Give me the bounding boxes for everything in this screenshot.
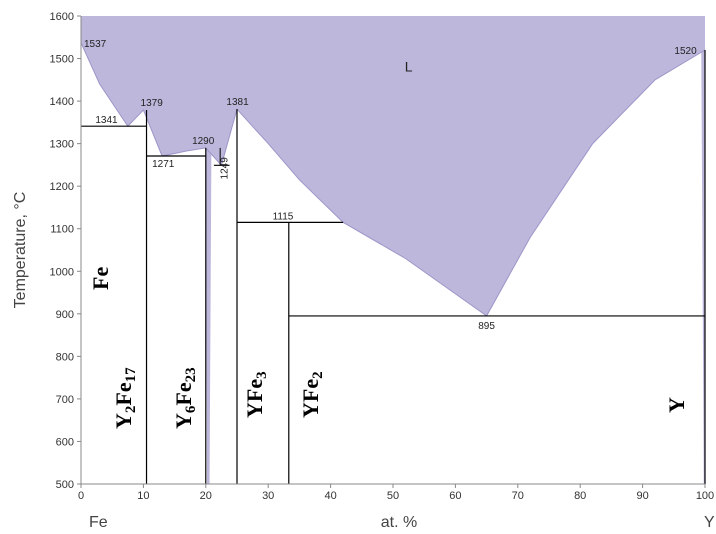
x-tick-label-0: 0 (78, 490, 84, 502)
label-fe: Fe (88, 267, 113, 290)
x-tick-label-10: 10 (137, 490, 149, 502)
label-y2fe17-part: 17 (123, 367, 139, 383)
invariant-label-1537: 1537 (84, 39, 107, 50)
label-y6fe23-part: 23 (183, 367, 199, 382)
x-tick-label-60: 60 (449, 490, 461, 502)
y-tick-label-900: 900 (56, 309, 74, 321)
y-tick-label-1200: 1200 (50, 181, 74, 193)
y6fe23-sliver (205, 147, 212, 484)
invariant-label-1115: 1115 (273, 211, 294, 222)
x-axis-right-label: Y (704, 514, 715, 531)
y-tick-label-1400: 1400 (50, 96, 74, 108)
label-yfe2-part: YFe (298, 379, 323, 418)
label-y6fe23: Y6Fe23 (171, 367, 199, 429)
label-yfe2: YFe2 (298, 371, 326, 418)
y-tick-label-1500: 1500 (50, 54, 74, 66)
invariant-label-1379: 1379 (141, 98, 164, 109)
y-side-sliver (701, 50, 705, 484)
x-tick-label-70: 70 (512, 490, 524, 502)
y-tick-label-1000: 1000 (50, 266, 74, 278)
x-tick-label-20: 20 (200, 490, 212, 502)
label-y2fe17-part: 2 (123, 406, 139, 414)
invariant-label-1341: 1341 (95, 115, 118, 126)
label-y: Y (664, 397, 689, 413)
y-tick-label-600: 600 (56, 436, 74, 448)
liquidus-line (80, 42, 706, 317)
label-y6fe23-part: Y (171, 413, 196, 429)
invariant-label-1381: 1381 (226, 97, 249, 108)
invariant-label-1271: 1271 (152, 159, 175, 170)
y-tick-label-700: 700 (56, 394, 74, 406)
label-y6fe23-part: 6 (183, 405, 199, 413)
y-tick-label-1300: 1300 (50, 139, 74, 151)
y-tick-label-500: 500 (56, 479, 74, 491)
x-axis-title: at. % (381, 514, 417, 531)
label-yfe3: YFe3 (242, 371, 270, 418)
label-yfe3-part: YFe (242, 379, 267, 418)
invariant-label-1249: 1249 (220, 157, 231, 180)
x-tick-label-50: 50 (387, 490, 399, 502)
x-axis-left-label: Fe (89, 514, 108, 531)
y-axis-title: Temperature, °C (12, 192, 29, 309)
x-tick-label-80: 80 (574, 490, 586, 502)
y-tick-label-1100: 1100 (50, 224, 74, 236)
invariant-label-1520: 1520 (674, 46, 697, 57)
y-tick-label-800: 800 (56, 351, 74, 363)
label-yfe3-part: 3 (254, 371, 270, 379)
x-tick-label-40: 40 (324, 490, 336, 502)
x-tick-label-100: 100 (696, 490, 714, 502)
label-fe-part: Fe (88, 267, 113, 290)
label-y2fe17-part: Y (111, 413, 136, 429)
x-tick-label-90: 90 (636, 490, 648, 502)
liquid-region (81, 16, 705, 316)
y-tick-label-1600: 1600 (50, 11, 74, 23)
label-yfe2-part: 2 (310, 371, 326, 379)
invariant-label-895: 895 (478, 321, 495, 332)
invariant-label-1290: 1290 (192, 136, 215, 147)
label-y-part: Y (664, 397, 689, 413)
label-y6fe23-part: Fe (171, 382, 196, 405)
label-y2fe17-part: Fe (111, 382, 136, 405)
label-y2fe17: Y2Fe17 (111, 367, 139, 429)
liquid-label: L (405, 58, 413, 74)
x-tick-label-30: 30 (262, 490, 274, 502)
